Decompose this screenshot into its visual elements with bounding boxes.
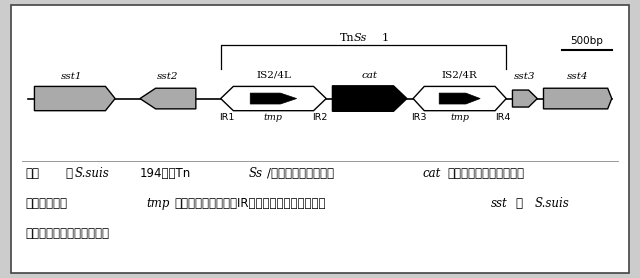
Polygon shape (513, 90, 538, 107)
Text: cat: cat (362, 71, 378, 80)
Text: 500bp: 500bp (570, 36, 604, 46)
Text: IR2: IR2 (312, 113, 328, 122)
Polygon shape (221, 86, 326, 111)
Polygon shape (543, 88, 612, 109)
Text: ：: ： (516, 197, 522, 210)
Text: ：クロラムフェニコール: ：クロラムフェニコール (447, 167, 524, 180)
Text: Ss: Ss (248, 167, 262, 180)
Text: 耐性遺伝子、: 耐性遺伝子、 (25, 197, 67, 210)
FancyBboxPatch shape (12, 5, 628, 273)
Text: sst3: sst3 (514, 72, 536, 81)
Polygon shape (250, 93, 297, 104)
Text: IS2/4L: IS2/4L (256, 71, 291, 80)
Text: tmp: tmp (264, 113, 283, 122)
Polygon shape (140, 88, 196, 109)
Polygon shape (439, 93, 480, 104)
Text: IR3: IR3 (412, 113, 427, 122)
Text: IR1: IR1 (219, 113, 235, 122)
Text: Tn: Tn (339, 33, 354, 43)
Text: sst4: sst4 (567, 72, 588, 81)
Text: IS2/4R: IS2/4R (442, 71, 477, 80)
Text: 1: 1 (382, 33, 389, 43)
Text: Ss: Ss (354, 33, 367, 43)
Text: sst2: sst2 (157, 72, 179, 81)
Polygon shape (332, 86, 407, 111)
Text: トランスポゾン関連遺伝子: トランスポゾン関連遺伝子 (25, 227, 109, 240)
Text: tmp: tmp (146, 197, 170, 210)
Text: sst: sst (491, 197, 508, 210)
Text: 194株のTn: 194株のTn (140, 167, 191, 180)
Text: ：転移酵素遺伝子、IR：逆向き繰り返し配列、: ：転移酵素遺伝子、IR：逆向き繰り返し配列、 (174, 197, 326, 210)
Text: /領域の遺伝子地図。: /領域の遺伝子地図。 (268, 167, 334, 180)
Text: 図１: 図１ (25, 167, 39, 180)
Polygon shape (35, 86, 115, 111)
Text: S.suis: S.suis (75, 167, 109, 180)
Text: sst1: sst1 (61, 72, 83, 81)
Text: IR4: IR4 (495, 113, 511, 122)
Polygon shape (413, 86, 506, 111)
Text: S.suis: S.suis (534, 197, 569, 210)
Text: tmp: tmp (450, 113, 469, 122)
Text: cat: cat (422, 167, 441, 180)
